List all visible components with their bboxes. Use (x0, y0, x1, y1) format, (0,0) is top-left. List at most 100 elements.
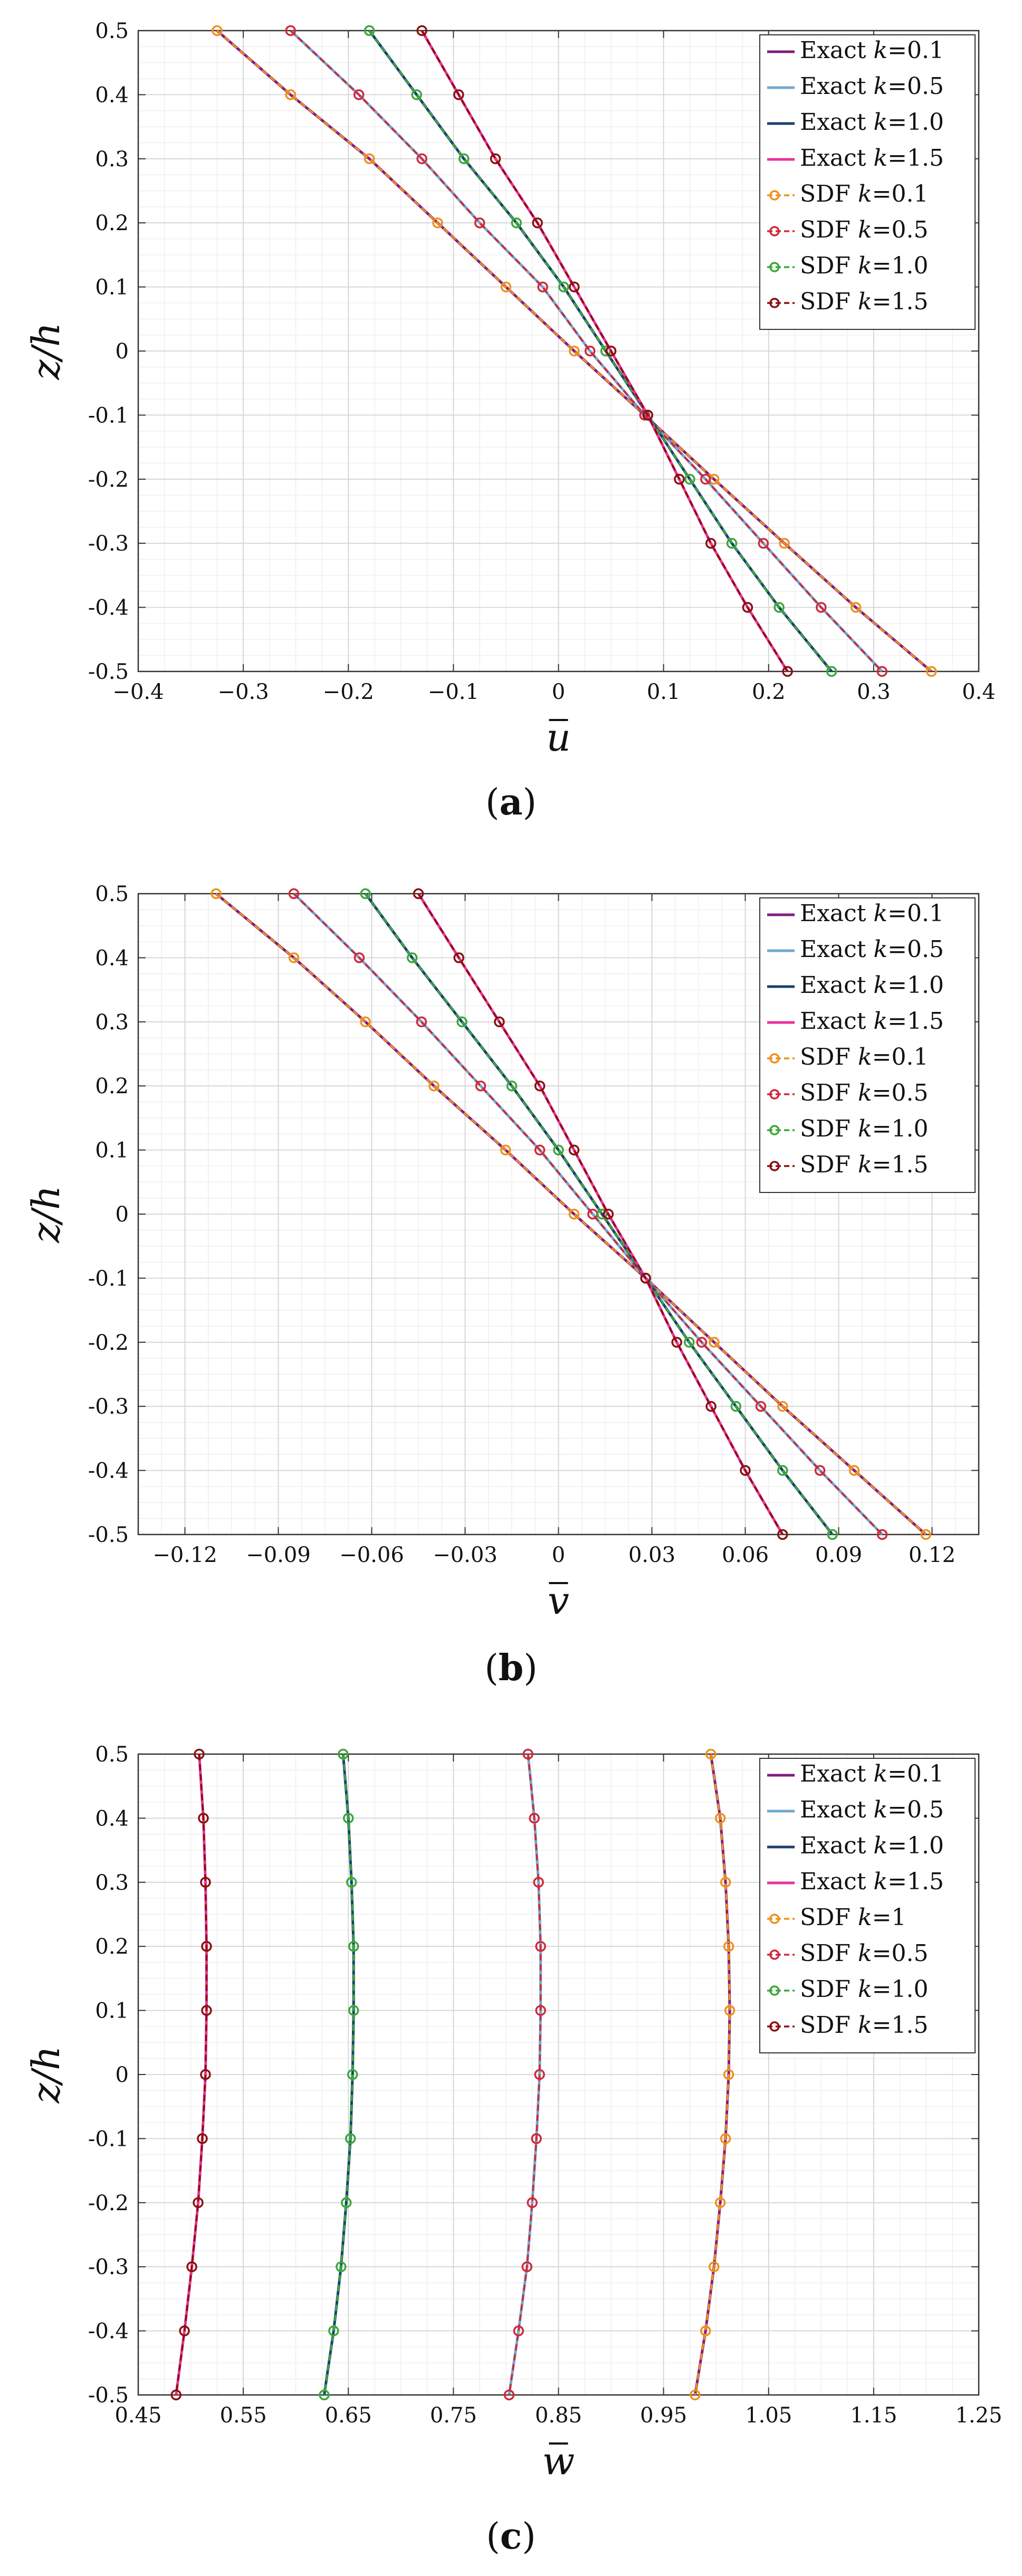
sdf-marker-k=1.0 (773, 602, 785, 613)
y-axis-label: z/h (24, 1186, 68, 1244)
sdf-marker-k=1.5 (674, 473, 685, 485)
legend-k-value: 0.1 (891, 181, 928, 207)
legend-entry: SDF k=1.0 (800, 1115, 928, 1142)
x-tick-label: 0 (552, 1543, 565, 1567)
legend-equals: = (887, 109, 907, 136)
sdf-marker-k=1.5 (740, 1465, 751, 1476)
legend-marker-sdf (769, 262, 780, 272)
x-tick-label: −0.06 (339, 1543, 404, 1567)
sdf-marker-k=0.5 (535, 1940, 546, 1952)
sdf-marker-k=1.5 (532, 217, 543, 229)
y-axis-label: z/h (24, 323, 68, 381)
legend-equals: = (872, 1904, 892, 1931)
sdf-line-k=1.0 (368, 30, 833, 673)
sdf-marker-k=1.5 (197, 2133, 208, 2144)
legend-entry: SDF k=0.1 (800, 1044, 928, 1071)
sdf-line-k=1.5 (417, 893, 784, 1535)
sdf-line-k=1.5 (421, 30, 789, 672)
legend-equals: = (887, 37, 907, 64)
legend-equals: = (872, 1940, 892, 1967)
sdf-marker-k=0.1 (500, 281, 512, 292)
sdf-marker-k=1.5 (413, 888, 424, 899)
sdf-marker-k=0.5 (288, 888, 300, 899)
x-axis-label: u (546, 715, 570, 760)
y-tick-label: -0.1 (88, 2127, 129, 2151)
legend-k-symbol: k (873, 145, 887, 172)
legend-marker-sdf (769, 1161, 780, 1171)
legend-prefix: Exact (800, 900, 873, 927)
sdf-marker-k=1.0 (406, 952, 418, 963)
legend-equals: = (872, 1115, 892, 1142)
x-tick-label: 0.1 (647, 680, 681, 704)
y-tick-label: -0.5 (88, 1523, 129, 1547)
legend-equals: = (887, 1868, 907, 1895)
sdf-marker-k=0.5 (527, 2197, 538, 2209)
y-tick-label: 0.4 (95, 946, 129, 970)
y-tick-label: -0.4 (88, 596, 129, 620)
y-tick-label: 0.3 (95, 1871, 129, 1895)
legend-k-symbol: k (858, 1115, 872, 1142)
sdf-marker-k=1.0 (553, 1144, 564, 1156)
legend-k-value: 0.1 (907, 37, 944, 64)
sdf-marker-k=0.5 (513, 2325, 524, 2336)
x-tick-label: −0.3 (218, 680, 269, 704)
sdf-marker-k=0.1 (364, 153, 375, 165)
x-tick-label: −0.12 (152, 1543, 217, 1567)
legend-prefix: SDF (800, 2012, 858, 2039)
sdf-line-k=1.5 (175, 1754, 208, 2395)
sdf-marker-k=1.5 (200, 2069, 211, 2080)
sdf-marker-k=1.0 (726, 537, 738, 549)
sdf-marker-k=1.0 (506, 1080, 518, 1092)
y-tick-label: -0.4 (88, 1459, 129, 1483)
sdf-marker-k=0.1 (569, 345, 580, 357)
legend-entry: SDF k=0.5 (800, 1079, 928, 1106)
sdf-marker-k=0.1 (720, 2133, 731, 2144)
x-tick-label: 0.06 (722, 1543, 769, 1567)
sdf-marker-k=1.0 (558, 281, 569, 292)
sdf-marker-k=1.5 (201, 1940, 212, 1952)
y-tick-label: 0 (116, 1202, 129, 1227)
sdf-marker-k=0.5 (814, 1465, 826, 1476)
legend-prefix: SDF (800, 216, 858, 243)
legend-prefix: Exact (800, 73, 873, 100)
legend-marker-sdf (769, 1089, 780, 1100)
sdf-marker-k=1.0 (360, 888, 371, 899)
sdf-marker-k=1.5 (416, 25, 427, 36)
sdf-marker-k=1.0 (511, 217, 522, 229)
chart-panel-a: −0.4 −0.3 −0.2 −0.1 0 0.1 0.2 0.3 0.4 0.5 0.4 0.3 0.… (24, 19, 996, 760)
sdf-marker-k=1.0 (364, 25, 375, 36)
caption-b: (b) (484, 1647, 538, 1689)
legend-prefix: SDF (800, 1904, 858, 1931)
y-tick-label: -0.3 (88, 2255, 129, 2279)
legend-marker-sdf (769, 1053, 780, 1064)
legend-k-symbol: k (858, 1940, 872, 1967)
sdf-marker-k=0.1 (285, 89, 296, 100)
sdf-marker-k=0.1 (211, 888, 222, 899)
y-tick-label: 0.2 (95, 1074, 129, 1098)
legend-k-value: 1.0 (891, 1115, 928, 1142)
legend-marker-sdf (769, 1125, 780, 1135)
x-tick-label: 0 (552, 680, 565, 704)
sdf-marker-k=0.5 (758, 537, 769, 549)
sdf-marker-k=1.0 (730, 1400, 742, 1412)
legend-k-symbol: k (873, 109, 887, 136)
legend-prefix: SDF (800, 1940, 858, 1967)
sdf-marker-k=0.1 (690, 2389, 701, 2401)
sdf-marker-k=0.5 (522, 1748, 534, 1760)
sdf-marker-k=0.1 (432, 217, 443, 229)
sdf-marker-k=1.5 (453, 89, 464, 100)
legend-k-value: 0.5 (907, 73, 944, 100)
sdf-marker-k=0.1 (500, 1144, 511, 1156)
y-tick-label: 0.5 (95, 19, 129, 43)
sdf-marker-k=1.5 (194, 1748, 205, 1760)
legend-prefix: Exact (800, 1868, 873, 1895)
legend-k-value: 1.0 (907, 972, 944, 999)
y-tick-label: -0.3 (88, 1395, 129, 1419)
x-tick-label: 0.09 (815, 1543, 862, 1567)
sdf-marker-k=0.5 (876, 666, 888, 677)
y-tick-label: -0.2 (88, 468, 129, 492)
sdf-marker-k=1.5 (605, 345, 617, 357)
caption-c: (c) (486, 2515, 536, 2558)
sdf-marker-k=0.1 (777, 1400, 788, 1412)
legend-prefix: SDF (800, 1079, 858, 1106)
